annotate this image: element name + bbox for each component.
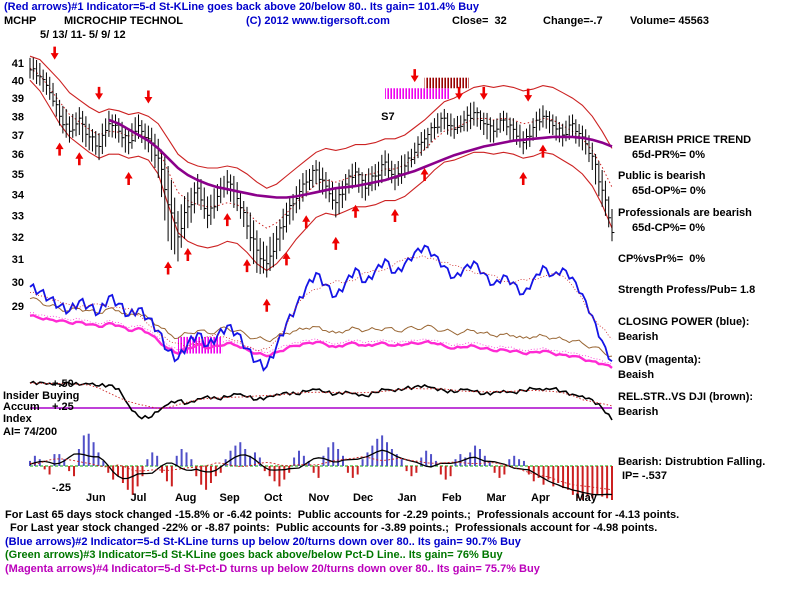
svg-text:Dec: Dec xyxy=(353,492,373,504)
right-panel-line-15: IP= -.537 xyxy=(622,470,667,482)
svg-text:36: 36 xyxy=(12,149,24,161)
right-panel-line-14: Bearish: Distrubtion Falling. xyxy=(618,456,766,468)
buy-arrow-icon xyxy=(243,259,252,273)
change-value: Change=-.7 xyxy=(543,15,603,27)
right-panel-line-10: OBV (magenta): xyxy=(618,354,702,366)
buy-arrow-icon xyxy=(223,213,232,227)
svg-text:38: 38 xyxy=(12,111,24,123)
svg-text:33: 33 xyxy=(12,210,24,222)
right-panel-line-0: BEARISH PRICE TREND xyxy=(624,134,752,146)
right-panel-line-5: 65d-CP%= 0% xyxy=(632,222,706,234)
svg-text:Jun: Jun xyxy=(86,492,106,504)
accum-scale-plus50: +.50 xyxy=(52,378,74,390)
sell-arrow-icon xyxy=(410,69,419,83)
right-panel-line-6: CP%vsPr%= 0% xyxy=(618,253,706,265)
buy-arrow-icon xyxy=(164,261,173,275)
buy-arrow-icon xyxy=(124,172,133,186)
sell-arrow-icon xyxy=(524,88,533,102)
volume-value: Volume= 45563 xyxy=(630,15,709,27)
close-value: Close= 32 xyxy=(452,15,507,27)
ai-value: AI= 74/200 xyxy=(3,426,58,438)
buy-arrow-icon xyxy=(390,208,399,222)
date-range: 5/ 13/ 11- 5/ 9/ 12 xyxy=(40,29,126,41)
right-panel-line-11: Beaish xyxy=(618,369,655,381)
right-panel-line-7: Strength Profess/Pub= 1.8 xyxy=(618,284,756,296)
svg-text:Feb: Feb xyxy=(442,492,462,504)
svg-text:29: 29 xyxy=(12,301,24,313)
right-panel-line-3: 65d-OP%= 0% xyxy=(632,185,706,197)
buy-arrow-icon xyxy=(331,236,340,250)
svg-text:32: 32 xyxy=(12,232,24,244)
copyright-notice: (C) 2012 www.tigersoft.com xyxy=(246,15,390,27)
insider-buying-label: Insider Buying xyxy=(3,390,80,402)
buy-arrow-icon xyxy=(351,204,360,218)
buy-arrow-icon xyxy=(55,142,64,156)
volume-histogram-panel xyxy=(29,433,613,500)
price-bars xyxy=(29,57,615,278)
footer-line-0: For Last 65 days stock changed -15.8% or… xyxy=(5,509,680,521)
svg-text:34: 34 xyxy=(12,189,25,201)
buy-arrow-icon xyxy=(420,168,429,182)
right-panel-line-1: 65d-PR%= 0% xyxy=(632,149,706,161)
ticker-symbol: MCHP xyxy=(4,15,37,27)
sell-arrow-icon xyxy=(95,86,104,100)
svg-text:Jul: Jul xyxy=(131,492,147,504)
month-labels: Jun Jul Aug Sep Oct Nov Dec Jan Feb Mar Apr May xyxy=(86,492,598,504)
trading-bands xyxy=(29,55,613,272)
right-panel-line-12: REL.STR..VS DJI (brown): xyxy=(618,391,754,403)
company-name: MICROCHIP TECHNOL xyxy=(64,15,183,27)
right-panel-line-2: Public is bearish xyxy=(618,170,706,182)
rel-str-line xyxy=(29,297,613,358)
svg-text:39: 39 xyxy=(12,93,24,105)
sell-arrow-icon xyxy=(50,46,59,60)
svg-text:30: 30 xyxy=(12,277,24,289)
accum-index-panel xyxy=(29,380,613,421)
ma-65d-line xyxy=(108,118,613,199)
chart-annotation: S7 xyxy=(381,111,394,123)
sell-arrow-icon xyxy=(455,86,464,100)
footer-line-2: (Blue arrows)#2 Indicator=5-d St-KLine t… xyxy=(5,536,521,548)
closing-power-line xyxy=(29,244,613,372)
signal-arrows xyxy=(50,46,547,312)
buy-arrow-icon xyxy=(302,215,311,229)
svg-text:37: 37 xyxy=(12,130,24,142)
svg-text:40: 40 xyxy=(12,75,24,87)
buy-arrow-icon xyxy=(75,152,84,166)
buy-arrow-icon xyxy=(183,247,192,261)
indicator1-header: (Red arrows)#1 Indicator=5-d St-KLine go… xyxy=(4,1,479,13)
price-axis-labels: 41 40 39 38 37 36 35 34 33 32 31 30 29 xyxy=(12,58,25,313)
right-panel-line-8: CLOSING POWER (blue): xyxy=(618,316,750,328)
svg-text:Nov: Nov xyxy=(309,492,331,504)
svg-text:Mar: Mar xyxy=(487,492,507,504)
footer-line-4: (Magenta arrows)#4 Indicator=5-d St-Pct-… xyxy=(5,563,540,575)
histogram-scale-minus25: -.25 xyxy=(52,482,71,494)
svg-text:31: 31 xyxy=(12,254,24,266)
svg-text:Sep: Sep xyxy=(220,492,240,504)
svg-text:Aug: Aug xyxy=(175,492,196,504)
right-panel-line-4: Professionals are bearish xyxy=(618,207,752,219)
sell-arrow-icon xyxy=(479,86,488,100)
sell-arrow-icon xyxy=(144,90,153,104)
obv-line xyxy=(29,312,613,369)
svg-text:Apr: Apr xyxy=(531,492,551,504)
footer-line-3: (Green arrows)#3 Indicator=5-d St-KLine … xyxy=(5,549,503,561)
accum-label: Accum xyxy=(3,401,40,413)
svg-text:May: May xyxy=(576,492,598,504)
buy-arrow-icon xyxy=(538,144,547,158)
buy-arrow-icon xyxy=(262,298,271,312)
index-label: Index xyxy=(3,413,32,425)
buy-arrow-icon xyxy=(519,172,528,186)
svg-text:41: 41 xyxy=(12,58,24,70)
footer-line-1: For Last year stock changed -22% or -8.8… xyxy=(10,522,658,534)
right-panel-line-13: Bearish xyxy=(618,406,659,418)
svg-text:Jan: Jan xyxy=(398,492,417,504)
buy-arrow-icon xyxy=(282,252,291,266)
svg-text:Oct: Oct xyxy=(264,492,283,504)
right-panel-line-9: Bearish xyxy=(618,331,659,343)
accum-scale-plus25: +.25 xyxy=(52,401,74,413)
svg-text:35: 35 xyxy=(12,169,24,181)
